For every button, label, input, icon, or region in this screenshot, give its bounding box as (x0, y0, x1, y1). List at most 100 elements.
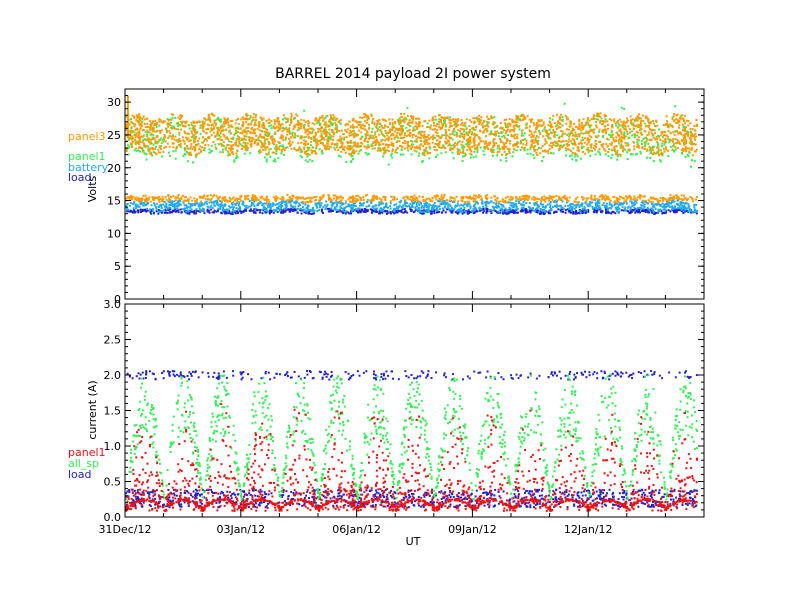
point-load (675, 208, 678, 211)
point-panel3-low (366, 198, 369, 201)
point-panel3 (448, 140, 451, 143)
point-panel3 (487, 121, 490, 124)
point-panel3-low (414, 198, 417, 201)
point-panel1 (376, 124, 379, 127)
point-panel3 (617, 122, 620, 125)
point-load (499, 209, 502, 212)
point-battery (588, 203, 591, 206)
point-battery (667, 204, 670, 207)
point-battery (217, 207, 220, 210)
point-panel3 (565, 139, 568, 142)
point-load (622, 209, 625, 212)
point-panel3-low (375, 195, 378, 198)
point-battery (454, 205, 457, 208)
point-battery (253, 200, 256, 203)
point-battery (650, 203, 653, 206)
point-panel3 (399, 145, 402, 148)
point-panel3 (140, 135, 143, 138)
point-panel1 (492, 149, 495, 152)
point-panel1 (209, 150, 212, 153)
point-panel3-low (360, 197, 363, 200)
point-battery (517, 200, 520, 203)
point-panel1 (215, 148, 218, 151)
point-battery (470, 210, 473, 213)
point-panel3 (229, 129, 232, 132)
point-panel3-low (576, 201, 579, 204)
point-battery (568, 206, 571, 209)
point-panel3-low (382, 195, 385, 198)
point-battery (578, 210, 581, 213)
point-panel3-low (161, 198, 164, 201)
point-panel3-low (348, 196, 351, 199)
point-battery (230, 206, 233, 209)
point-panel1 (237, 122, 240, 125)
point-panel3 (549, 137, 552, 140)
point-panel3 (131, 130, 134, 133)
point-panel3-low (306, 197, 309, 200)
point-battery (182, 201, 185, 204)
point-panel3 (461, 140, 464, 143)
point-load (604, 208, 607, 211)
point-panel3-low (657, 199, 660, 202)
point-panel3-low (577, 201, 580, 204)
point-battery (605, 205, 608, 208)
point-load (593, 210, 596, 213)
point-panel3-low (142, 194, 145, 197)
point-battery (278, 209, 281, 212)
point-battery (400, 199, 403, 202)
point-panel3-low (557, 198, 560, 201)
point-load (635, 210, 638, 213)
point-battery (179, 199, 182, 202)
point-panel1 (398, 120, 401, 123)
point-panel3 (220, 144, 223, 147)
point-panel3 (682, 117, 685, 120)
point-panel3 (378, 133, 381, 136)
point-battery (278, 208, 281, 211)
point-battery (257, 202, 260, 205)
point-panel3-low (463, 201, 466, 204)
point-battery (670, 202, 673, 205)
point-panel3 (266, 128, 269, 131)
point-panel3 (415, 138, 418, 141)
point-panel3 (684, 146, 687, 149)
point-panel3-low (313, 196, 316, 199)
point-panel3 (134, 123, 137, 126)
point-panel3 (580, 121, 583, 124)
point-panel3-low (545, 196, 548, 199)
point-panel3 (415, 135, 418, 138)
point-panel3 (687, 119, 690, 122)
point-battery (158, 204, 161, 207)
point-panel3-low (659, 196, 662, 199)
point-battery (406, 205, 409, 208)
point-load (168, 208, 171, 211)
point-battery (250, 201, 253, 204)
point-panel1 (308, 146, 311, 149)
point-panel3 (552, 143, 555, 146)
point-load (190, 210, 193, 213)
point-panel3-low (200, 196, 203, 199)
point-load (610, 212, 613, 215)
point-battery (587, 205, 590, 208)
point-panel1 (222, 144, 225, 147)
point-battery (290, 205, 293, 208)
point-battery (527, 206, 530, 209)
point-panel3-low (546, 197, 549, 200)
point-battery (596, 205, 599, 208)
point-panel3 (175, 147, 178, 150)
point-panel3 (264, 149, 267, 152)
point-battery (561, 200, 564, 203)
point-panel3 (384, 146, 387, 149)
point-load (140, 209, 143, 212)
point-panel3 (363, 120, 366, 123)
point-battery (181, 208, 184, 211)
point-battery (536, 204, 539, 207)
point-battery (338, 208, 341, 211)
point-battery (443, 202, 446, 205)
point-battery (652, 211, 655, 214)
point-panel3-low (231, 197, 234, 200)
point-battery (204, 201, 207, 204)
point-load (230, 212, 233, 215)
point-panel3 (660, 149, 663, 152)
point-battery (309, 208, 312, 211)
point-battery (220, 202, 223, 205)
